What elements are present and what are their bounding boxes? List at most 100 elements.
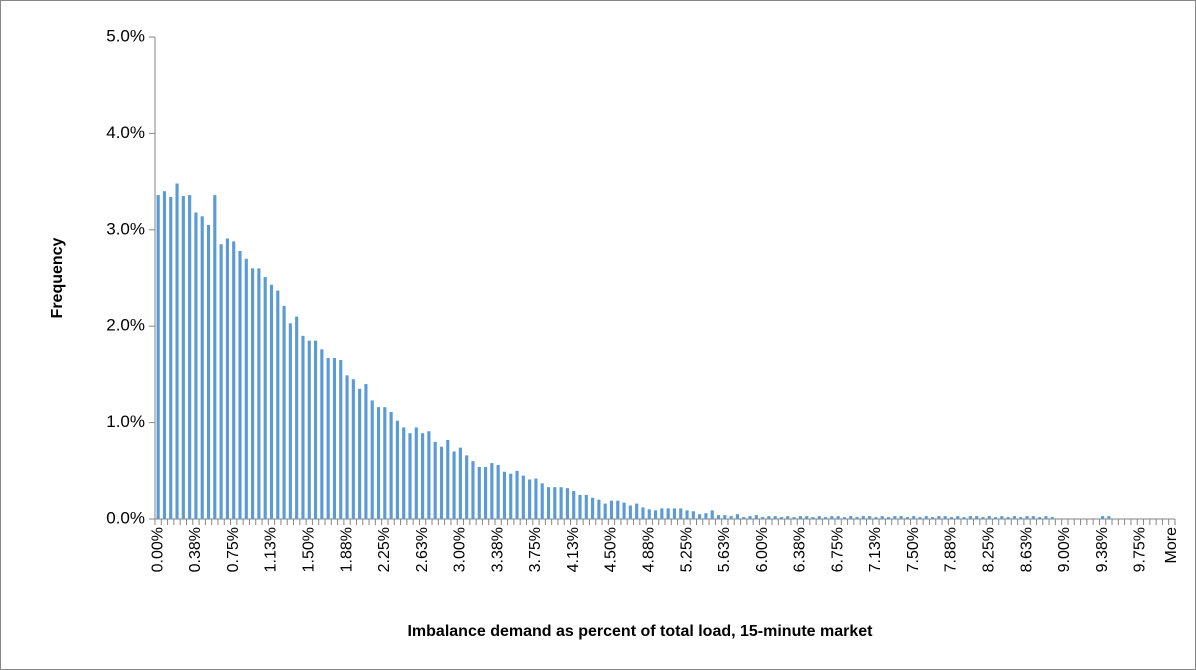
bar xyxy=(421,433,425,519)
bar xyxy=(773,516,777,519)
bar xyxy=(213,195,217,519)
bar xyxy=(295,316,299,519)
y-tick-label: 3.0% xyxy=(106,219,145,238)
bar xyxy=(358,388,362,519)
x-tick-label: 2.25% xyxy=(376,527,393,572)
x-tick-label: 4.50% xyxy=(603,527,620,572)
bar xyxy=(742,517,746,519)
bar xyxy=(433,441,437,519)
x-tick-label: 5.63% xyxy=(716,527,733,572)
bar xyxy=(1031,516,1035,519)
bar xyxy=(993,517,998,519)
bar xyxy=(987,516,991,519)
bar xyxy=(937,516,941,519)
bar xyxy=(931,517,935,519)
bar xyxy=(880,516,884,519)
bar xyxy=(811,517,815,519)
x-tick-label: 1.13% xyxy=(263,527,280,572)
bar xyxy=(716,515,721,519)
bar xyxy=(1019,517,1023,519)
bar xyxy=(1012,516,1017,519)
bar xyxy=(376,407,381,519)
bar xyxy=(905,517,909,519)
bar xyxy=(1038,517,1042,519)
bar xyxy=(1101,516,1105,519)
bar xyxy=(981,517,985,519)
bar xyxy=(225,238,229,519)
bar xyxy=(408,433,412,519)
x-tick-label: 1.88% xyxy=(338,527,355,572)
bar xyxy=(968,516,972,519)
bar xyxy=(956,516,960,519)
bar xyxy=(534,478,538,519)
bar xyxy=(710,510,714,519)
bar xyxy=(288,323,292,519)
x-tick-label: 9.75% xyxy=(1132,527,1149,572)
bar xyxy=(559,487,563,519)
x-tick-label: 6.00% xyxy=(754,527,771,572)
bar xyxy=(767,516,771,519)
bar xyxy=(603,503,607,519)
bar xyxy=(502,471,507,519)
bar xyxy=(672,508,677,519)
bar xyxy=(823,517,828,519)
bar xyxy=(232,241,236,520)
bar xyxy=(251,268,255,519)
bar xyxy=(326,358,330,519)
bar xyxy=(798,516,802,519)
bar xyxy=(156,195,160,519)
x-tick-label: 0.00% xyxy=(149,527,166,572)
x-tick-label: 5.25% xyxy=(678,527,695,572)
x-tick-label: 6.38% xyxy=(792,527,809,572)
bar xyxy=(364,384,368,519)
bar xyxy=(452,451,456,519)
bar xyxy=(194,212,198,519)
x-tick-label: 6.75% xyxy=(829,527,846,572)
bar xyxy=(383,407,387,519)
x-tick-label: 4.88% xyxy=(640,527,657,572)
bar xyxy=(779,517,784,519)
x-tick-label: 4.13% xyxy=(565,527,582,572)
bar xyxy=(597,499,601,519)
bar xyxy=(924,516,928,519)
bar xyxy=(817,516,821,519)
bar xyxy=(339,359,343,519)
bar xyxy=(181,196,185,519)
x-axis-title: Imbalance demand as percent of total loa… xyxy=(407,623,873,640)
x-tick-label: 9.38% xyxy=(1094,527,1111,572)
bar xyxy=(761,517,765,519)
bar xyxy=(704,513,708,519)
bar xyxy=(748,516,752,519)
bar xyxy=(786,516,790,519)
x-tick-label: 3.00% xyxy=(452,527,469,572)
bar xyxy=(402,427,406,519)
bar xyxy=(628,505,632,519)
bar xyxy=(257,268,261,519)
bar xyxy=(754,515,758,519)
x-tick-label: 7.50% xyxy=(905,527,922,572)
bar xyxy=(591,497,595,519)
x-tick-label: 0.38% xyxy=(187,527,204,572)
bar xyxy=(584,494,588,519)
bar xyxy=(691,511,695,519)
bar xyxy=(1000,516,1004,519)
bar xyxy=(162,191,167,520)
bar xyxy=(886,517,891,519)
x-tick-label: 3.75% xyxy=(527,527,544,572)
bar xyxy=(949,517,954,519)
x-tick-label: 8.63% xyxy=(1018,527,1035,572)
bar xyxy=(836,516,840,519)
bar xyxy=(912,516,916,519)
bar xyxy=(685,510,689,519)
bar xyxy=(729,516,733,519)
bar xyxy=(521,475,525,519)
bar xyxy=(389,411,393,519)
bar xyxy=(458,447,462,519)
x-tick-label: 1.50% xyxy=(300,527,317,572)
bar xyxy=(351,379,355,519)
bar xyxy=(483,466,488,519)
bar xyxy=(918,517,922,519)
bar xyxy=(509,473,513,519)
bar xyxy=(332,358,337,519)
